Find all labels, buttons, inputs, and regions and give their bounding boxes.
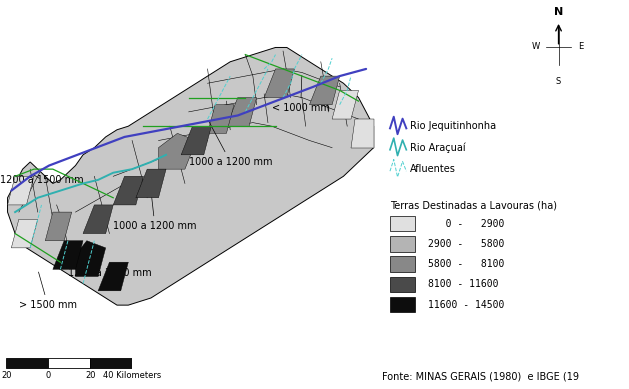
Polygon shape — [83, 205, 113, 233]
Polygon shape — [226, 98, 257, 126]
Text: N: N — [554, 7, 563, 17]
Text: 5800 -   8100: 5800 - 8100 — [428, 259, 504, 269]
Bar — [390, 236, 415, 252]
Polygon shape — [8, 47, 374, 305]
Text: 1200 a 1500 mm: 1200 a 1500 mm — [0, 174, 84, 185]
Polygon shape — [98, 262, 128, 291]
Polygon shape — [208, 105, 234, 133]
Text: 20: 20 — [86, 371, 96, 380]
Text: 0: 0 — [45, 371, 50, 380]
Polygon shape — [11, 219, 38, 248]
Text: 0 -   2900: 0 - 2900 — [428, 219, 504, 229]
Text: E: E — [579, 42, 584, 51]
Bar — [390, 297, 415, 312]
Text: 1000 a 1200 mm: 1000 a 1200 mm — [113, 193, 197, 231]
Text: 11600 - 14500: 11600 - 14500 — [428, 300, 504, 310]
Polygon shape — [45, 212, 72, 241]
Bar — [390, 256, 415, 272]
Text: Rio Jequitinhonha: Rio Jequitinhonha — [410, 121, 496, 131]
Bar — [48, 358, 90, 368]
Text: W: W — [532, 42, 540, 51]
Bar — [390, 216, 415, 231]
Text: 8100 - 11600: 8100 - 11600 — [428, 279, 498, 289]
Text: 2900 -   5800: 2900 - 5800 — [428, 239, 504, 249]
Polygon shape — [75, 241, 106, 277]
Polygon shape — [181, 126, 211, 155]
Polygon shape — [136, 169, 166, 198]
Text: < 1000 mm: < 1000 mm — [272, 75, 330, 113]
Polygon shape — [351, 119, 374, 148]
Polygon shape — [264, 69, 294, 98]
Bar — [6, 358, 48, 368]
Polygon shape — [8, 176, 34, 205]
Polygon shape — [159, 133, 196, 169]
Text: Afluentes: Afluentes — [410, 164, 456, 174]
Text: Fonte: MINAS GERAIS (1980)  e IBGE (19: Fonte: MINAS GERAIS (1980) e IBGE (19 — [382, 371, 579, 381]
Text: 1000 a 1200 mm: 1000 a 1200 mm — [189, 121, 272, 167]
Text: S: S — [556, 77, 561, 86]
Text: 1200 a 1500 mm: 1200 a 1500 mm — [68, 242, 152, 278]
Polygon shape — [309, 76, 340, 105]
Text: 40 Kilometers: 40 Kilometers — [103, 371, 161, 380]
Text: 20: 20 — [1, 371, 11, 380]
Text: > 1500 mm: > 1500 mm — [19, 272, 77, 310]
Bar — [90, 358, 132, 368]
Polygon shape — [113, 176, 143, 205]
Bar — [390, 277, 415, 292]
Text: Rio Araçuaí: Rio Araçuaí — [410, 143, 465, 153]
Polygon shape — [332, 90, 359, 119]
Text: Terras Destinadas a Lavouras (ha): Terras Destinadas a Lavouras (ha) — [390, 200, 557, 210]
Polygon shape — [53, 241, 83, 269]
